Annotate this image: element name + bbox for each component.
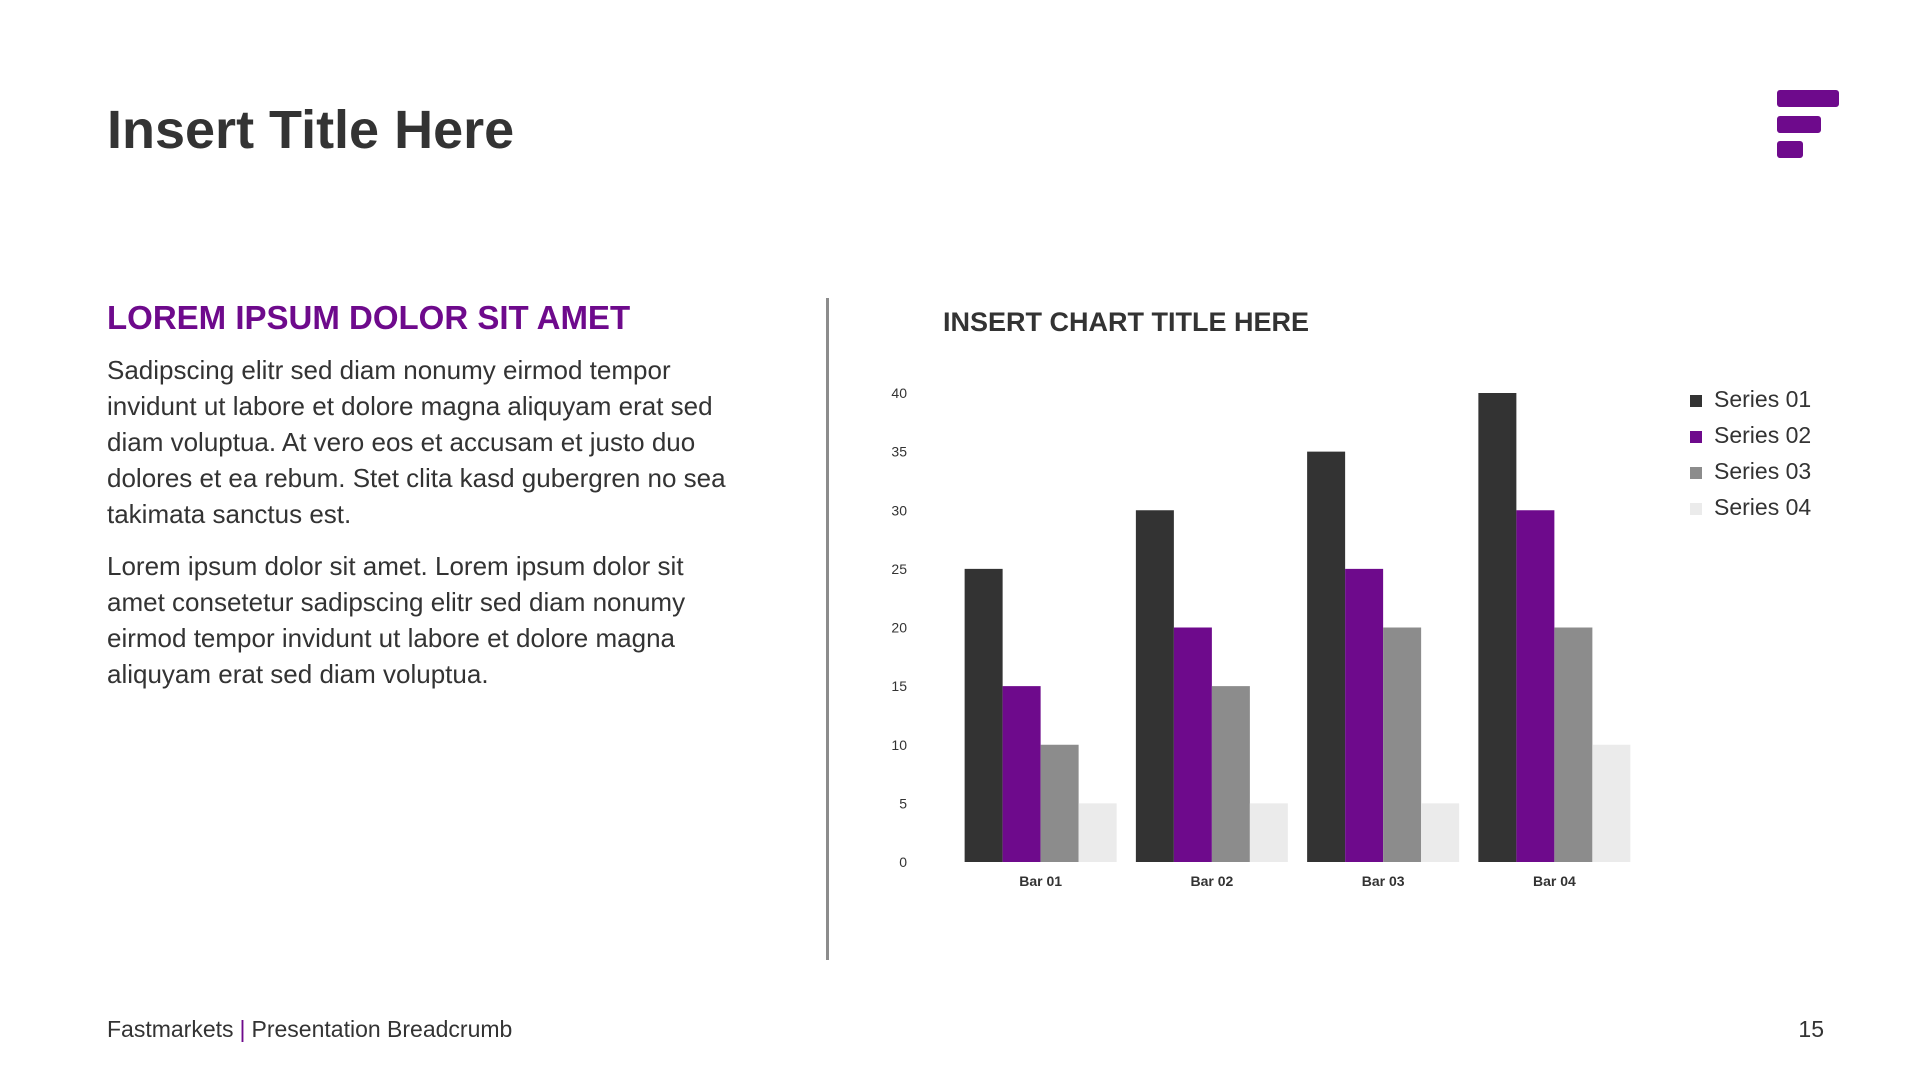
bar-series-03-bar-04 [1554, 627, 1593, 862]
footer-breadcrumb: Fastmarkets | Presentation Breadcrumb [107, 1016, 512, 1043]
bar-series-02-bar-03 [1345, 568, 1384, 862]
chart-title: INSERT CHART TITLE HERE [943, 307, 1310, 337]
footer-separator: | [239, 1016, 246, 1042]
bar-series-04-bar-04 [1592, 744, 1631, 862]
fastmarkets-logo-icon [1777, 90, 1839, 160]
vertical-divider [826, 298, 829, 960]
bar-series-03-bar-01 [1040, 744, 1079, 862]
legend-label: Series 01 [1714, 386, 1811, 412]
bar-series-02-bar-04 [1516, 510, 1555, 862]
legend-swatch [1690, 467, 1702, 479]
bar-series-02-bar-01 [1002, 686, 1041, 862]
x-tick-label: Bar 03 [1362, 873, 1405, 889]
slide-title: Insert Title Here [107, 100, 515, 160]
body-paragraph-1: Sadipscing elitr sed diam nonumy eirmod … [107, 354, 726, 529]
y-tick-label: 40 [891, 385, 907, 401]
bar-series-03-bar-03 [1383, 627, 1422, 862]
logo-bar-bottom [1777, 141, 1803, 158]
bar-chart: 0 5 10 15 20 25 30 35 40 Bar 01 Bar 02 Bar 03 Bar 04… [891, 385, 1811, 889]
legend-swatch [1690, 503, 1702, 515]
text-panel: LOREM IPSUM DOLOR SIT AMET Sadipscing el… [107, 298, 727, 708]
bar-series-01-bar-01 [964, 568, 1003, 862]
x-tick-label: Bar 01 [1019, 873, 1062, 889]
y-tick-label: 15 [891, 678, 907, 694]
y-tick-label: 25 [891, 561, 907, 577]
section-heading: LOREM IPSUM DOLOR SIT AMET [107, 299, 631, 336]
bar-series-04-bar-02 [1249, 803, 1288, 862]
bar-series-02-bar-02 [1173, 627, 1212, 862]
y-tick-label: 20 [891, 620, 907, 636]
legend-swatch [1690, 395, 1702, 407]
bar-series-01-bar-03 [1307, 451, 1346, 862]
bar-series-03-bar-02 [1211, 686, 1250, 862]
footer-company: Fastmarkets [107, 1016, 234, 1042]
legend-swatch [1690, 431, 1702, 443]
y-tick-label: 5 [899, 795, 907, 811]
page-number: 15 [1798, 1016, 1824, 1042]
y-tick-label: 30 [891, 502, 907, 518]
bar-series-04-bar-03 [1421, 803, 1460, 862]
legend-label: Series 04 [1714, 494, 1811, 520]
y-tick-label: 0 [899, 854, 907, 870]
logo-bar-middle [1777, 116, 1821, 133]
bar-series-01-bar-02 [1135, 510, 1174, 862]
legend-label: Series 02 [1714, 422, 1811, 448]
bar-series-01-bar-04 [1478, 393, 1517, 862]
bar-series-04-bar-01 [1078, 803, 1117, 862]
legend-label: Series 03 [1714, 458, 1811, 484]
body-paragraph-2: Lorem ipsum dolor sit amet. Lorem ipsum … [107, 550, 686, 689]
logo-bar-top [1777, 90, 1839, 107]
x-tick-label: Bar 02 [1190, 873, 1233, 889]
y-tick-label: 10 [891, 737, 907, 753]
footer-breadcrumb-text: Presentation Breadcrumb [251, 1016, 513, 1042]
x-tick-label: Bar 04 [1533, 873, 1576, 889]
y-tick-label: 35 [891, 444, 907, 460]
